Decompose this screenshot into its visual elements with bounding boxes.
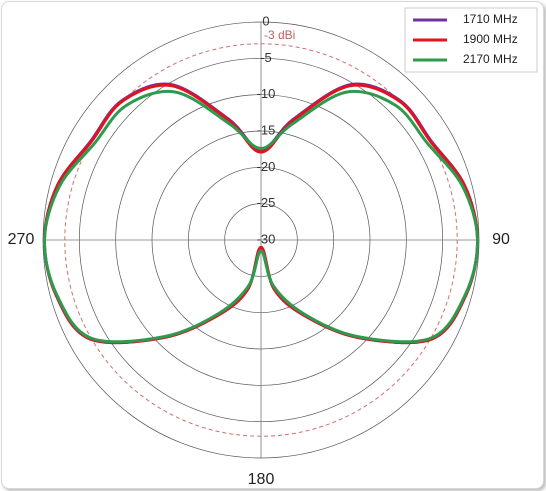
theta-tick-label: 90 bbox=[492, 231, 510, 248]
r-tick-label: -25 bbox=[257, 195, 276, 210]
r-tick-label: -15 bbox=[257, 122, 276, 137]
r-tick-label: 0 bbox=[262, 13, 269, 28]
legend-label: 1710 MHz bbox=[463, 12, 518, 26]
reference-circle bbox=[64, 43, 458, 437]
r-tick-label: -30 bbox=[257, 231, 276, 246]
r-tick-label: -5 bbox=[260, 50, 272, 65]
series-line bbox=[42, 83, 480, 345]
theta-tick-label: 270 bbox=[8, 231, 35, 248]
r-tick-label: -10 bbox=[257, 86, 276, 101]
legend-label: 1900 MHz bbox=[463, 32, 518, 46]
theta-tick-label: 180 bbox=[248, 471, 275, 488]
r-tick-label: -20 bbox=[257, 159, 276, 174]
series-line bbox=[42, 89, 480, 344]
legend-label: 2170 MHz bbox=[463, 52, 518, 66]
reference-label: -3 dBi bbox=[264, 28, 295, 42]
